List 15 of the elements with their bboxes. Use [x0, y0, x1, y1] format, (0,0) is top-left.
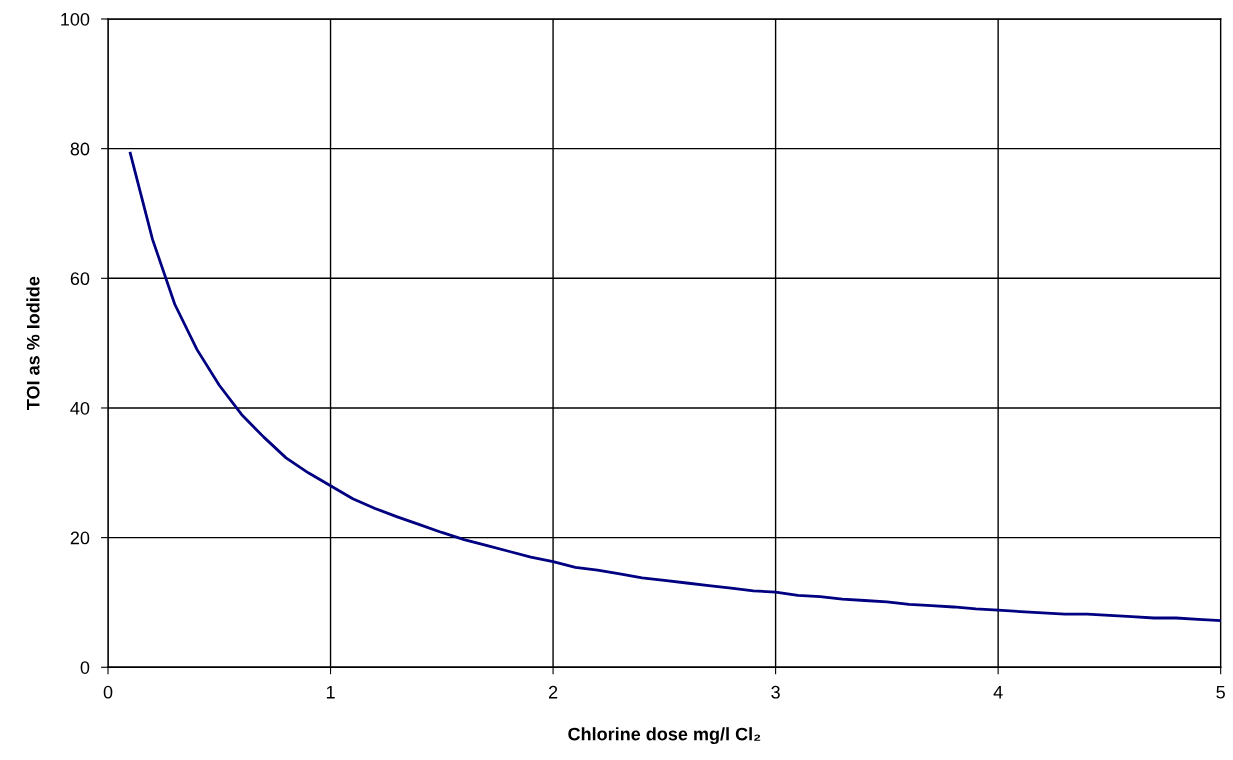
x-tick-label: 0	[103, 685, 113, 699]
y-tick-label: 0	[80, 661, 90, 674]
x-tick-label: 4	[993, 686, 1003, 699]
y-tick-label: 40	[70, 401, 90, 415]
x-tick-label: 3	[771, 685, 780, 699]
y-tick-label: 100	[61, 12, 90, 26]
line-series	[128, 151, 1221, 622]
y-tick-label: 80	[70, 142, 90, 156]
y-tick-label: 20	[70, 531, 90, 545]
y-tick-label: 60	[70, 272, 90, 286]
x-tick-label: 5	[1216, 686, 1225, 699]
x-tick-label: 2	[548, 685, 558, 699]
x-axis-title: Chlorine dose mg/l Cl₂	[568, 727, 761, 745]
x-tick-label: 1	[326, 686, 335, 699]
y-axis-title: TOI as % Iodide	[26, 276, 40, 410]
